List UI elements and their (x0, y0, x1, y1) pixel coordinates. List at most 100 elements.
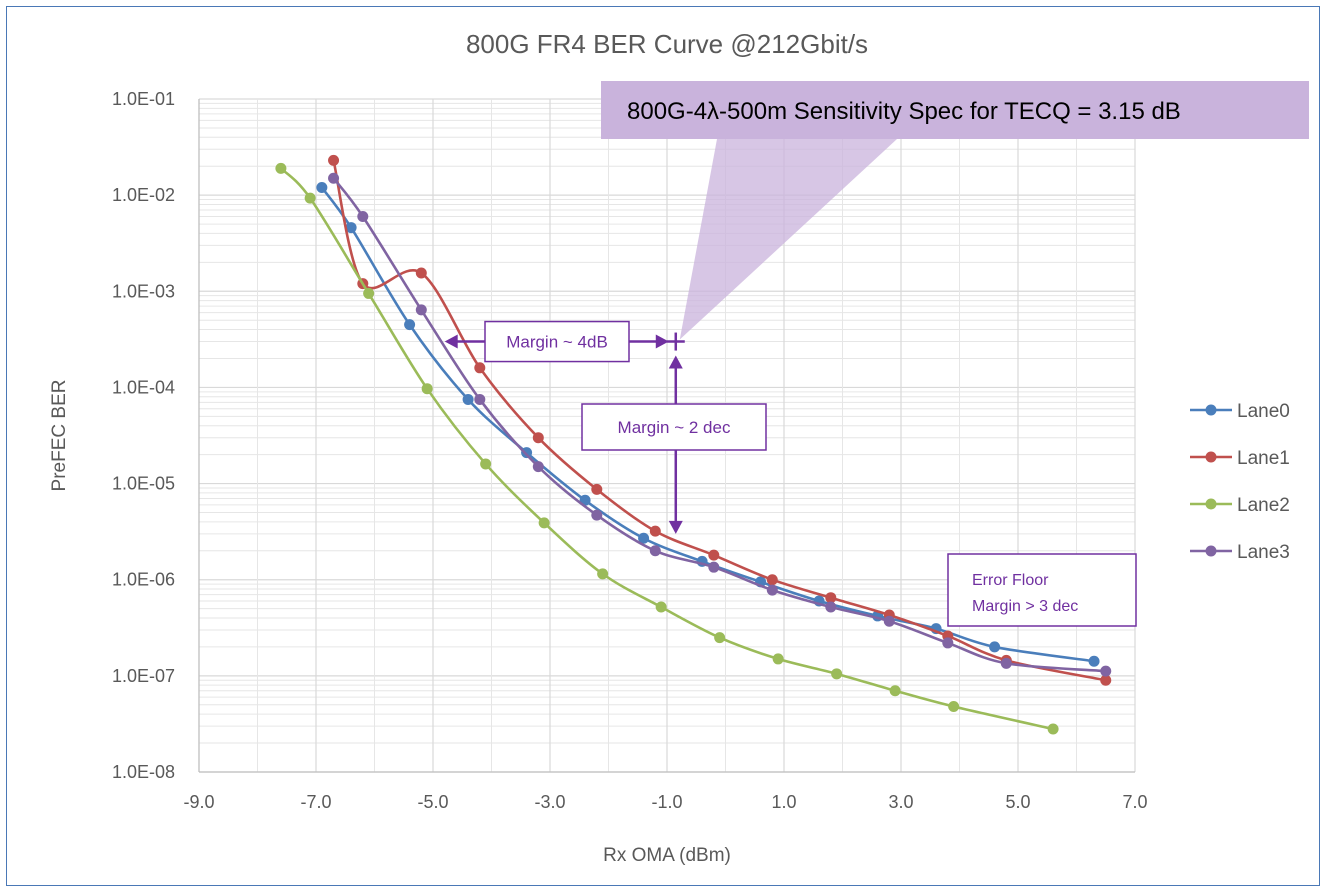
data-point-lane2 (421, 383, 433, 395)
legend-swatch-marker-lane2 (1205, 498, 1217, 510)
margin-annotations: Margin ~ 4dB Margin ~ 2 dec Error Floor … (444, 320, 1137, 627)
ber-chart: 800G-4λ-500m Sensitivity Spec for TECQ =… (49, 29, 1309, 866)
x-tick-label: -3.0 (534, 792, 565, 812)
legend-item-lane2: Lane2 (1190, 495, 1290, 516)
margin-db-arrowhead-right (655, 334, 669, 349)
spec-callout-text: 800G-4λ-500m Sensitivity Spec for TECQ =… (627, 98, 1181, 125)
chart-frame: 800G-4λ-500m Sensitivity Spec for TECQ =… (6, 6, 1320, 886)
x-tick-label: -9.0 (183, 792, 214, 812)
legend: Lane0 Lane1 Lane2 Lane3 (1190, 401, 1290, 563)
data-point-lane2 (714, 632, 726, 644)
y-tick-label: 1.0E-02 (112, 185, 175, 205)
y-tick-label: 1.0E-04 (112, 377, 175, 397)
y-tick-label: 1.0E-07 (112, 666, 175, 686)
data-point-lane1 (649, 525, 661, 537)
data-point-lane3 (328, 172, 340, 184)
data-point-lane0 (1088, 655, 1100, 667)
data-series (275, 154, 1112, 735)
error-floor-label-line2: Margin > 3 dec (972, 598, 1078, 615)
data-point-lane0 (345, 222, 357, 234)
data-point-lane2 (597, 568, 609, 580)
axes: -9.0 -7.0 -5.0 -3.0 -1.0 1.0 3.0 5.0 7.0 1.0E-08 1… (112, 89, 1148, 812)
data-point-lane2 (538, 517, 550, 529)
y-tick-label: 1.0E-05 (112, 474, 175, 494)
margin-db-arrowhead-left (444, 334, 458, 349)
legend-label-lane0: Lane0 (1237, 401, 1290, 422)
data-point-lane2 (889, 685, 901, 697)
data-point-lane2 (772, 653, 784, 665)
data-point-lane3 (766, 584, 778, 596)
spec-callout-box (601, 81, 1309, 139)
data-point-lane1 (328, 154, 340, 166)
data-point-lane2 (480, 458, 492, 470)
x-axis-title: Rx OMA (dBm) (603, 845, 731, 866)
series-lane0 (316, 182, 1100, 667)
x-tick-label: 7.0 (1122, 792, 1147, 812)
margin-db-box (484, 320, 630, 363)
data-point-lane3 (825, 601, 837, 613)
data-point-lane3 (708, 561, 720, 573)
error-floor-box (947, 553, 1137, 627)
data-point-lane3 (942, 637, 954, 649)
y-tick-label: 1.0E-03 (112, 281, 175, 301)
error-floor-label-line1: Error Floor (972, 572, 1049, 589)
data-point-lane0 (316, 182, 328, 194)
data-point-lane2 (304, 192, 316, 204)
data-point-lane3 (649, 545, 661, 557)
x-tick-label: -7.0 (300, 792, 331, 812)
spec-callout-group: 800G-4λ-500m Sensitivity Spec for TECQ =… (601, 81, 1309, 340)
data-point-lane1 (1100, 674, 1112, 686)
legend-swatch-marker-lane1 (1205, 451, 1217, 463)
y-tick-label: 1.0E-01 (112, 89, 175, 109)
data-point-lane3 (415, 304, 427, 316)
data-point-lane3 (532, 461, 544, 473)
legend-swatch-marker-lane0 (1205, 404, 1217, 416)
data-point-lane0 (989, 641, 1001, 653)
data-point-lane3 (1000, 657, 1012, 669)
margin-dec-box (581, 403, 767, 451)
data-point-lane3 (357, 210, 369, 222)
legend-label-lane1: Lane1 (1237, 448, 1290, 469)
data-point-lane1 (415, 267, 427, 279)
legend-item-lane1: Lane1 (1190, 448, 1290, 469)
data-point-lane0 (521, 447, 533, 459)
y-tick-label: 1.0E-06 (112, 570, 175, 590)
data-point-lane0 (404, 319, 416, 331)
data-point-lane1 (591, 483, 603, 495)
spec-callout-pointer (679, 139, 897, 340)
data-point-lane3 (883, 615, 895, 627)
legend-item-lane3: Lane3 (1190, 542, 1290, 563)
data-point-lane2 (275, 162, 287, 174)
x-tick-label: 1.0 (771, 792, 796, 812)
y-tick-label: 1.0E-08 (112, 762, 175, 782)
x-tick-label: -5.0 (417, 792, 448, 812)
data-point-lane2 (1047, 723, 1059, 735)
data-point-lane1 (532, 432, 544, 444)
data-point-lane2 (831, 668, 843, 680)
series-lane3 (328, 172, 1112, 677)
x-tick-label: 3.0 (888, 792, 913, 812)
series-lane2 (275, 162, 1059, 735)
data-point-lane2 (363, 287, 375, 299)
x-tick-label: -1.0 (651, 792, 682, 812)
legend-item-lane0: Lane0 (1190, 401, 1290, 422)
data-point-lane0 (462, 393, 474, 405)
data-point-lane3 (474, 393, 486, 405)
legend-label-lane3: Lane3 (1237, 542, 1290, 563)
data-point-lane1 (474, 362, 486, 374)
data-point-lane0 (638, 532, 650, 544)
margin-dec-arrowhead-bottom (668, 520, 683, 534)
data-point-lane2 (948, 701, 960, 713)
chart-title: 800G FR4 BER Curve @212Gbit/s (466, 29, 868, 59)
data-point-lane3 (591, 509, 603, 521)
data-point-lane1 (708, 549, 720, 561)
data-point-lane1 (766, 574, 778, 586)
margin-dec-label: Margin ~ 2 dec (618, 418, 731, 437)
data-point-lane2 (655, 601, 667, 613)
y-axis-title: PreFEC BER (49, 380, 70, 492)
legend-label-lane2: Lane2 (1237, 495, 1290, 516)
margin-dec-arrowhead-top (668, 355, 683, 369)
margin-db-label: Margin ~ 4dB (506, 333, 608, 352)
legend-swatch-marker-lane3 (1205, 545, 1217, 557)
x-tick-label: 5.0 (1005, 792, 1030, 812)
